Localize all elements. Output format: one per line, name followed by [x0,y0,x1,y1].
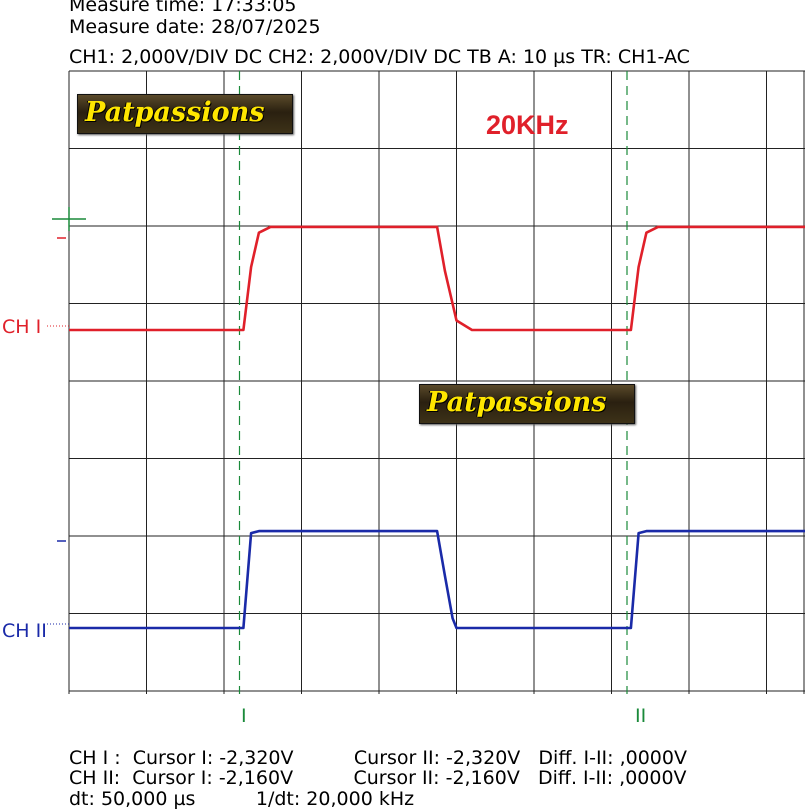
channel-settings: CH1: 2,000V/DIV DC CH2: 2,000V/DIV DC TB… [69,46,690,68]
cursor-2-label: II [635,705,647,727]
watermark-logo-middle: Patpassions [419,384,635,424]
traces [47,225,805,630]
frequency-annotation: 20KHz [486,110,569,140]
ch1-readout: CH I : Cursor I: -2,320V Cursor II: -2,3… [69,747,687,769]
dt-readout: dt: 50,000 µs 1/dt: 20,000 kHz [69,788,415,810]
measure-time: Measure time: 17:33:05 [69,0,297,16]
watermark-text: Patpassions [85,97,265,128]
graticule [68,70,805,694]
level-markers [52,207,86,542]
measure-date: Measure date: 28/07/2025 [69,16,321,38]
ch1-trace [69,225,805,332]
cursor-1-label: I [241,705,247,727]
ch2-readout: CH II: Cursor I: -2,160V Cursor II: -2,1… [69,767,687,789]
watermark-text: Patpassions [427,387,607,418]
cursor-lines [238,71,628,694]
ch1-label: CH I [2,316,42,338]
watermark-logo-top: Patpassions [77,94,293,134]
ch2-trace [69,529,805,630]
ch2-label: CH II [2,620,47,642]
